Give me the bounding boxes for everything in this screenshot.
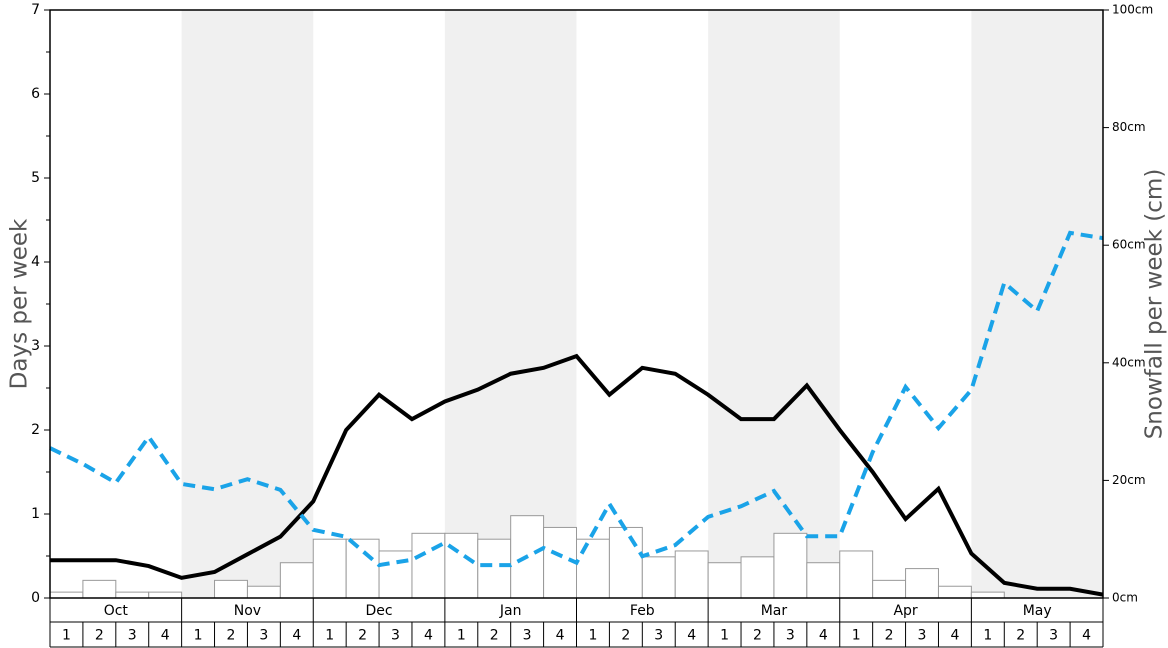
week-label: 4 [424, 628, 433, 644]
bar [970, 591, 1005, 599]
line-series [50, 353, 1104, 597]
bar [214, 579, 248, 599]
bar [773, 532, 808, 599]
month-label: Feb [630, 603, 655, 619]
bar [115, 591, 150, 599]
bar [279, 562, 314, 599]
week-label: 3 [654, 628, 663, 644]
week-label: 2 [1016, 628, 1025, 644]
month-band [444, 10, 577, 598]
month-label: Jan [499, 603, 522, 619]
week-label: 3 [259, 628, 268, 644]
week-label: 4 [1082, 628, 1091, 644]
y2-tick-label: 20cm [1112, 473, 1146, 487]
y-axis-title: Days per week [7, 218, 33, 389]
line-series [49, 230, 1104, 568]
bar [740, 556, 775, 599]
bar [82, 579, 117, 599]
week-label: 4 [556, 628, 565, 644]
bar [839, 550, 874, 599]
y2-tick-label: 80cm [1112, 120, 1146, 134]
y2-axis-title: Snowfall per week (cm) [1142, 169, 1168, 440]
bar [345, 538, 380, 599]
bar [905, 568, 939, 599]
week-label: 2 [227, 628, 236, 644]
bar [378, 550, 413, 599]
bar [576, 538, 610, 599]
week-label: 4 [950, 628, 959, 644]
week-label: 4 [161, 628, 170, 644]
week-label: 1 [194, 628, 203, 644]
bar [674, 550, 709, 599]
week-label: 1 [325, 628, 334, 644]
y-tick-label: 1 [31, 506, 40, 522]
week-label: 4 [292, 628, 301, 644]
week-label: 2 [358, 628, 367, 644]
bar [444, 532, 479, 599]
week-label: 2 [95, 628, 104, 644]
y-tick-label: 2 [31, 422, 40, 438]
month-label: Mar [761, 603, 788, 619]
month-label: Nov [234, 603, 261, 619]
bar [641, 556, 676, 599]
week-label: 2 [753, 628, 762, 644]
y2-tick-label: 60cm [1112, 238, 1146, 252]
week-label: 3 [918, 628, 927, 644]
y-tick-label: 3 [31, 338, 40, 354]
bar [148, 591, 183, 599]
month-band [708, 10, 840, 598]
week-label: 3 [391, 628, 400, 644]
y-tick-label: 6 [31, 86, 40, 102]
bar [937, 585, 972, 599]
month-label: May [1023, 603, 1052, 619]
y-tick-label: 0 [31, 590, 40, 606]
bar [806, 562, 841, 599]
month-band [181, 10, 314, 598]
bar [477, 538, 512, 599]
month-label: Apr [893, 603, 917, 619]
month-band [971, 10, 1103, 598]
week-label: 1 [588, 628, 597, 644]
month-label: Dec [366, 603, 393, 619]
month-label: Oct [104, 603, 129, 619]
week-label: 3 [128, 628, 137, 644]
y2-tick-label: 100cm [1112, 3, 1153, 17]
week-label: 3 [786, 628, 795, 644]
week-label: 1 [62, 628, 71, 644]
bar [707, 562, 742, 599]
week-label: 1 [983, 628, 992, 644]
bar [543, 526, 577, 599]
y2-tick-label: 0cm [1112, 591, 1138, 605]
bar [246, 585, 281, 599]
week-label: 1 [852, 628, 861, 644]
bar [608, 526, 643, 599]
week-label: 4 [819, 628, 828, 644]
y2-tick-label: 40cm [1112, 355, 1146, 369]
week-label: 4 [687, 628, 696, 644]
bar [312, 538, 347, 599]
y-tick-label: 5 [31, 170, 40, 186]
week-label: 3 [1049, 628, 1058, 644]
week-label: 3 [523, 628, 532, 644]
week-label: 2 [621, 628, 630, 644]
bar [411, 532, 446, 599]
bar [49, 591, 84, 599]
bar [872, 579, 907, 599]
week-label: 1 [720, 628, 729, 644]
week-label: 2 [490, 628, 499, 644]
week-label: 2 [885, 628, 894, 644]
y-tick-label: 4 [31, 254, 40, 270]
week-label: 1 [457, 628, 466, 644]
y-tick-label: 7 [31, 2, 40, 18]
